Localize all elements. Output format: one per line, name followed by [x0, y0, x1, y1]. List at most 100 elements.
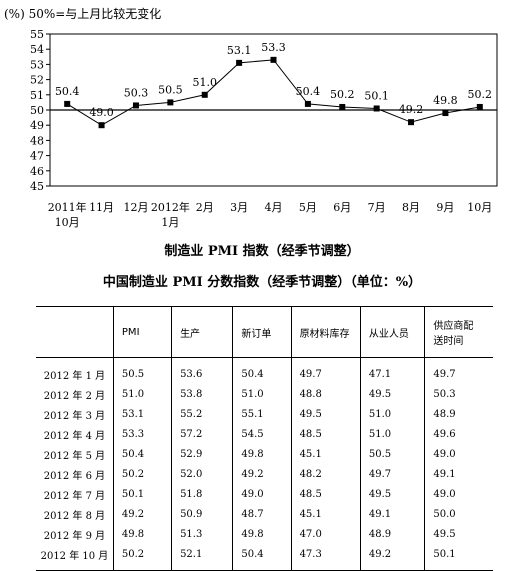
data-label: 53.3 [261, 41, 286, 54]
data-point [201, 91, 208, 98]
data-point [132, 102, 139, 109]
data-label: 50.4 [296, 85, 321, 98]
chart-note: (%) 50%=与上月比较无变化 [4, 6, 161, 21]
cell-value: 50.4 [112, 444, 172, 464]
x-tick-label: 8月 [402, 201, 420, 214]
header-cell: 原材料库存 [290, 306, 361, 358]
cell-value: 50.4 [232, 357, 292, 384]
cell-value: 51.8 [171, 484, 233, 504]
header-cell: 供应商配 送时间 [424, 306, 493, 358]
cell-value: 51.0 [359, 424, 425, 444]
data-point [236, 59, 243, 66]
x-tick-label: 9月 [436, 201, 454, 214]
row-month: 2012 年 6 月 [43, 470, 106, 482]
cell-value: 49.5 [290, 404, 361, 424]
cell-value: 49.7 [424, 357, 493, 384]
data-point [442, 110, 449, 117]
row-month: 2012 年 7 月 [43, 490, 106, 502]
row-month: 2012 年 1 月 [43, 370, 106, 382]
data-point [64, 100, 71, 107]
header-cell: 生产 [171, 306, 233, 358]
y-tick-label: 49 [30, 119, 44, 132]
cell-value: 50.2 [112, 544, 172, 571]
pmi-line-chart: (%) 50%=与上月比较无变化 50.4 49.0 50.3 50.5 51.0 53.… [4, 6, 498, 229]
cell-value: 49.7 [359, 464, 425, 484]
row-month: 2012 年 4 月 [43, 430, 106, 442]
cell-value: 49.5 [359, 384, 425, 404]
x-tick-label: 10月 [55, 216, 80, 229]
cell-value: 47.0 [290, 524, 361, 544]
x-tick-label: 2012年 [151, 200, 190, 214]
header-cell-month [36, 306, 114, 358]
cell-value: 51.0 [232, 384, 292, 404]
data-point [373, 105, 380, 112]
cell-value: 49.8 [112, 524, 172, 544]
table-row: 2012 年 7 月 50.1 51.8 49.0 48.5 49.5 49.0 [36, 484, 493, 504]
cell-value: 50.5 [112, 357, 172, 384]
cell-value: 55.2 [171, 404, 233, 424]
cell-value: 52.9 [171, 444, 233, 464]
cell-value: 48.7 [232, 504, 292, 524]
cell-value: 49.7 [290, 357, 361, 384]
y-tick-label: 50 [30, 104, 44, 117]
table-row: 2012 年 5 月 50.4 52.9 49.8 45.1 50.5 49.0 [36, 444, 493, 464]
x-tick-label: 1月 [161, 216, 179, 229]
data-label: 49.8 [433, 94, 458, 107]
cell-value: 50.4 [232, 544, 292, 571]
cell-value: 57.2 [171, 424, 233, 444]
cell-value: 49.0 [424, 444, 493, 464]
x-tick-label: 4月 [265, 201, 283, 214]
data-label: 50.2 [330, 88, 355, 101]
cell-value: 50.1 [112, 484, 172, 504]
table-row: 2012 年 8 月 49.2 50.9 48.7 45.1 49.1 50.0 [36, 504, 493, 524]
y-tick-label: 45 [30, 180, 44, 193]
y-tick-label: 47 [30, 150, 44, 163]
data-label: 49.0 [89, 106, 114, 119]
cell-value: 45.1 [290, 444, 361, 464]
x-tick-label: 2011年 [48, 200, 87, 214]
cell-value: 48.9 [359, 524, 425, 544]
data-label: 50.5 [158, 83, 183, 96]
cell-value: 48.2 [290, 464, 361, 484]
cell-value: 49.8 [232, 524, 292, 544]
cell-value: 50.0 [424, 504, 493, 524]
cell-value: 48.5 [290, 424, 361, 444]
cell-value: 45.1 [290, 504, 361, 524]
cell-value: 49.2 [112, 504, 172, 524]
x-tick-label: 7月 [368, 201, 386, 214]
data-point [98, 122, 105, 129]
row-month: 2012 年 8 月 [43, 510, 106, 522]
cell-value: 52.1 [171, 544, 233, 571]
x-tick-label: 12月 [123, 201, 148, 214]
cell-value: 55.1 [232, 404, 292, 424]
pmi-subindex-table: PMI 生产 新订单 原材料库存 从业人员 供应商配 送时间 2012 年 1 月 50.5… [36, 306, 493, 571]
table-row: 2012 年 10 月 50.2 52.1 50.4 47.3 49.2 50.1 [36, 544, 493, 571]
cell-value: 49.8 [232, 444, 292, 464]
data-label: 49.2 [399, 103, 424, 116]
data-label: 50.4 [55, 85, 80, 98]
data-point [476, 103, 483, 110]
y-tick-label: 46 [30, 165, 44, 178]
row-month: 2012 年 2 月 [43, 390, 106, 402]
cell-value: 53.8 [171, 384, 233, 404]
x-tick-label: 2月 [196, 201, 214, 214]
table-title: 中国制造业 PMI 分数指数（经季节调整）（单位：%） [102, 275, 422, 290]
y-tick-label: 55 [30, 28, 44, 41]
cell-value: 54.5 [232, 424, 292, 444]
y-tick-label: 53 [30, 58, 44, 71]
cell-value: 49.2 [359, 544, 425, 571]
row-month: 2012 年 9 月 [43, 530, 106, 542]
cell-value: 49.5 [359, 484, 425, 504]
cell-value: 49.1 [424, 464, 493, 484]
row-month: 2012 年 3 月 [43, 410, 106, 422]
table-header-row: PMI 生产 新订单 原材料库存 从业人员 供应商配 送时间 [36, 306, 493, 358]
cell-value: 51.3 [171, 524, 233, 544]
table-row: 2012 年 4 月 53.3 57.2 54.5 48.5 51.0 49.6 [36, 424, 493, 444]
cell-value: 49.0 [232, 484, 292, 504]
x-tick-label: 6月 [333, 201, 351, 214]
cell-value: 47.1 [359, 357, 425, 384]
x-tick-label: 11月 [89, 201, 114, 214]
cell-value: 49.5 [424, 524, 493, 544]
cell-value: 50.1 [424, 544, 493, 571]
table-row: 2012 年 9 月 49.8 51.3 49.8 47.0 48.9 49.5 [36, 524, 493, 544]
